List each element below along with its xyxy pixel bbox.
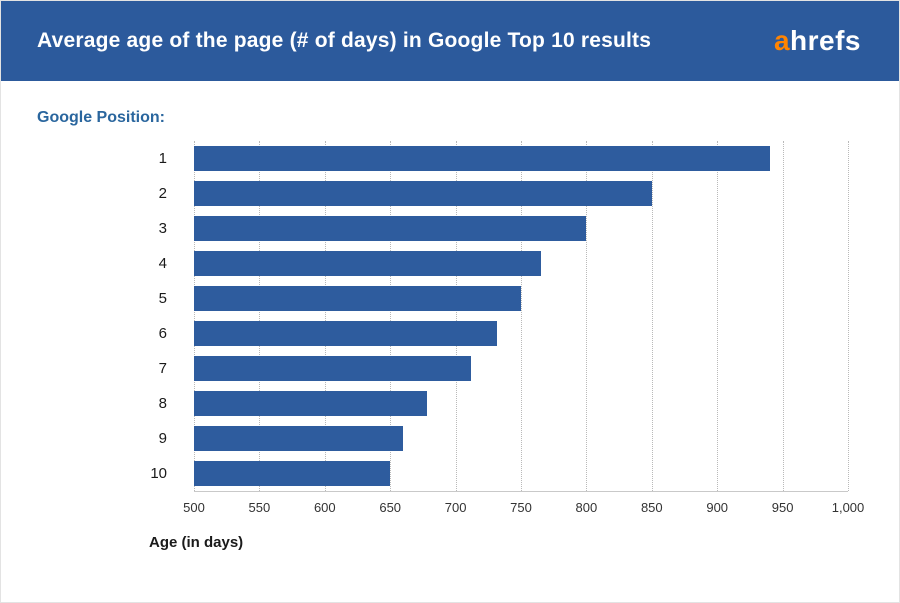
bar-row [194,386,848,421]
ahrefs-logo: ahrefs [774,25,861,57]
x-axis-title: Age (in days) [149,534,244,551]
bar-position-9 [194,426,404,451]
gridline [521,141,522,491]
bar-row [194,281,848,316]
y-tick-label: 1 [158,150,167,167]
bar-position-2 [194,181,652,206]
y-tick-label: 4 [158,255,167,272]
bar-row [194,176,848,211]
chart-area: Google Position: 1 2 3 4 5 6 7 8 9 10 500 550 600 65… [1,81,899,551]
x-axis: 500 550 600 650 700 750 800 850 900 950 1,000 [183,492,864,524]
gridline [390,141,392,491]
bar-position-8 [194,391,427,416]
x-tick-label: 600 [313,500,336,515]
gridline [586,141,588,491]
y-tick-label: 7 [158,360,167,377]
gridline [782,141,784,491]
gridline [194,141,195,491]
bar-position-10 [194,461,391,486]
bar-row [194,141,848,176]
bar-position-6 [194,321,498,346]
gridline [717,141,719,491]
y-axis: 1 2 3 4 5 6 7 8 9 10 [1,141,194,492]
x-tick-label: 750 [510,500,532,515]
bar-row [194,456,848,491]
gridline [455,141,457,491]
logo-letter-a: a [773,25,791,56]
x-tick-label: 900 [706,500,729,515]
plot-area [194,141,849,492]
y-tick-label: 6 [158,325,167,342]
x-tick-label: 850 [640,500,663,515]
gridline [324,141,326,491]
header-bar: Average age of the page (# of days) in G… [1,1,899,81]
x-tick-label: 650 [379,500,402,515]
y-tick-label: 10 [150,465,167,482]
bar-row [194,211,848,246]
chart-title: Average age of the page (# of days) in G… [37,29,652,52]
y-tick-label: 3 [158,220,167,237]
bar-position-1 [194,146,770,171]
bar-row [194,421,848,456]
bar-row [194,246,848,281]
x-tick-label: 1,000 [831,500,865,515]
gridline [848,141,849,491]
gridline [259,141,261,491]
bar-position-5 [194,286,521,311]
gridline [651,141,653,491]
y-tick-label: 5 [158,290,167,307]
x-tick-label: 700 [444,500,467,515]
x-tick-label: 950 [771,500,794,515]
bar-row [194,316,848,351]
bar-row [194,351,848,386]
bar-position-4 [194,251,541,276]
x-tick-label: 800 [575,500,598,515]
x-tick-label: 550 [248,500,271,515]
y-tick-label: 8 [158,395,167,412]
bar-position-7 [194,356,472,381]
y-tick-label: 2 [158,185,167,202]
y-axis-title: Google Position: [37,109,165,126]
bar-position-3 [194,216,587,241]
chart-body: 1 2 3 4 5 6 7 8 9 10 [1,141,899,492]
y-tick-label: 9 [158,430,167,447]
x-tick-label: 500 [183,500,205,515]
logo-letters-hrefs: hrefs [790,25,861,56]
